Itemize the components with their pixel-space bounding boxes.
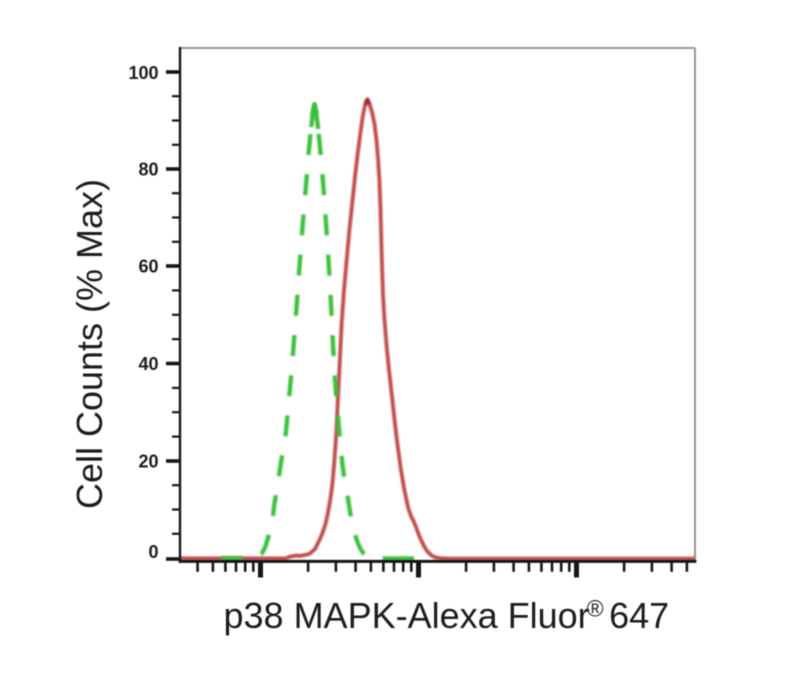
svg-text:0: 0 [148,542,158,562]
svg-text:40: 40 [138,354,158,374]
svg-text:100: 100 [128,63,158,83]
svg-text:Cell Counts (% Max): Cell Counts (% Max) [69,179,110,509]
svg-text:20: 20 [138,452,158,472]
svg-text:60: 60 [138,257,158,277]
svg-text:80: 80 [138,160,158,180]
